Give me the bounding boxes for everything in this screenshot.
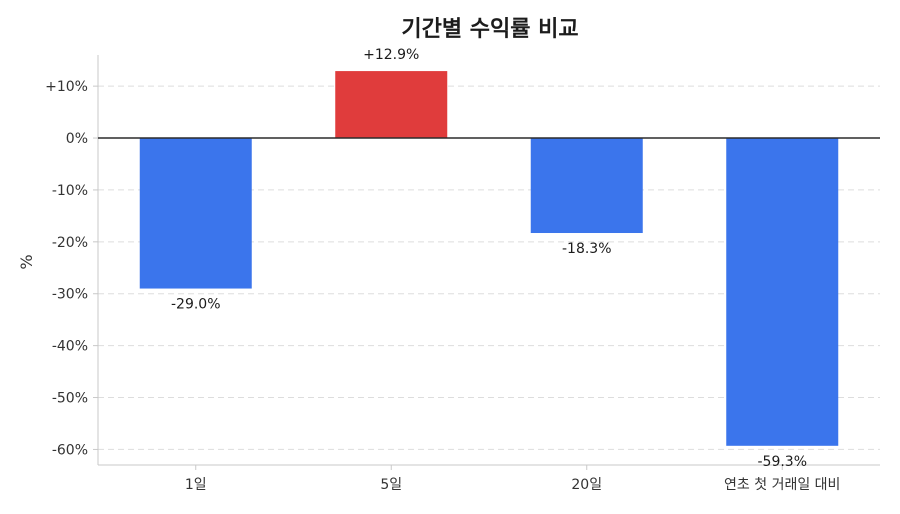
y-tick-label: -40% (52, 339, 88, 355)
x-tick-label: 20일 (571, 477, 602, 493)
data-label: -18.3% (562, 241, 612, 257)
y-tick-label: +10% (45, 79, 88, 95)
label-layer: -29.0% +12.9% -18.3% -59.3% (98, 47, 880, 470)
data-label: +12.9% (363, 47, 419, 63)
y-tick-label: 0% (66, 131, 88, 147)
y-tick-label: -30% (52, 287, 88, 303)
y-tick-label: -60% (52, 442, 88, 458)
y-tick-label: -10% (52, 183, 88, 199)
bar (726, 138, 839, 446)
chart-title: 기간별 수익률 비교 (401, 17, 578, 42)
x-tick-label: 5일 (380, 477, 402, 493)
bar (335, 71, 448, 139)
y-axis-label: % (17, 254, 36, 269)
bar (139, 138, 252, 289)
x-tick-label: 연초 첫 거래일 대비 (724, 477, 840, 493)
x-tick-label: 1일 (185, 477, 207, 493)
y-tick-label: -50% (52, 391, 88, 407)
bar-layer (139, 71, 839, 446)
bar (530, 138, 643, 234)
y-tick-label: -20% (52, 235, 88, 251)
data-label: -29.0% (171, 297, 221, 313)
axis-layer: +10% 0% -10% -20% -30% -40% -50% -60% 1일 5일 20일 연초 … (45, 55, 880, 493)
data-label: -59.3% (757, 454, 807, 470)
